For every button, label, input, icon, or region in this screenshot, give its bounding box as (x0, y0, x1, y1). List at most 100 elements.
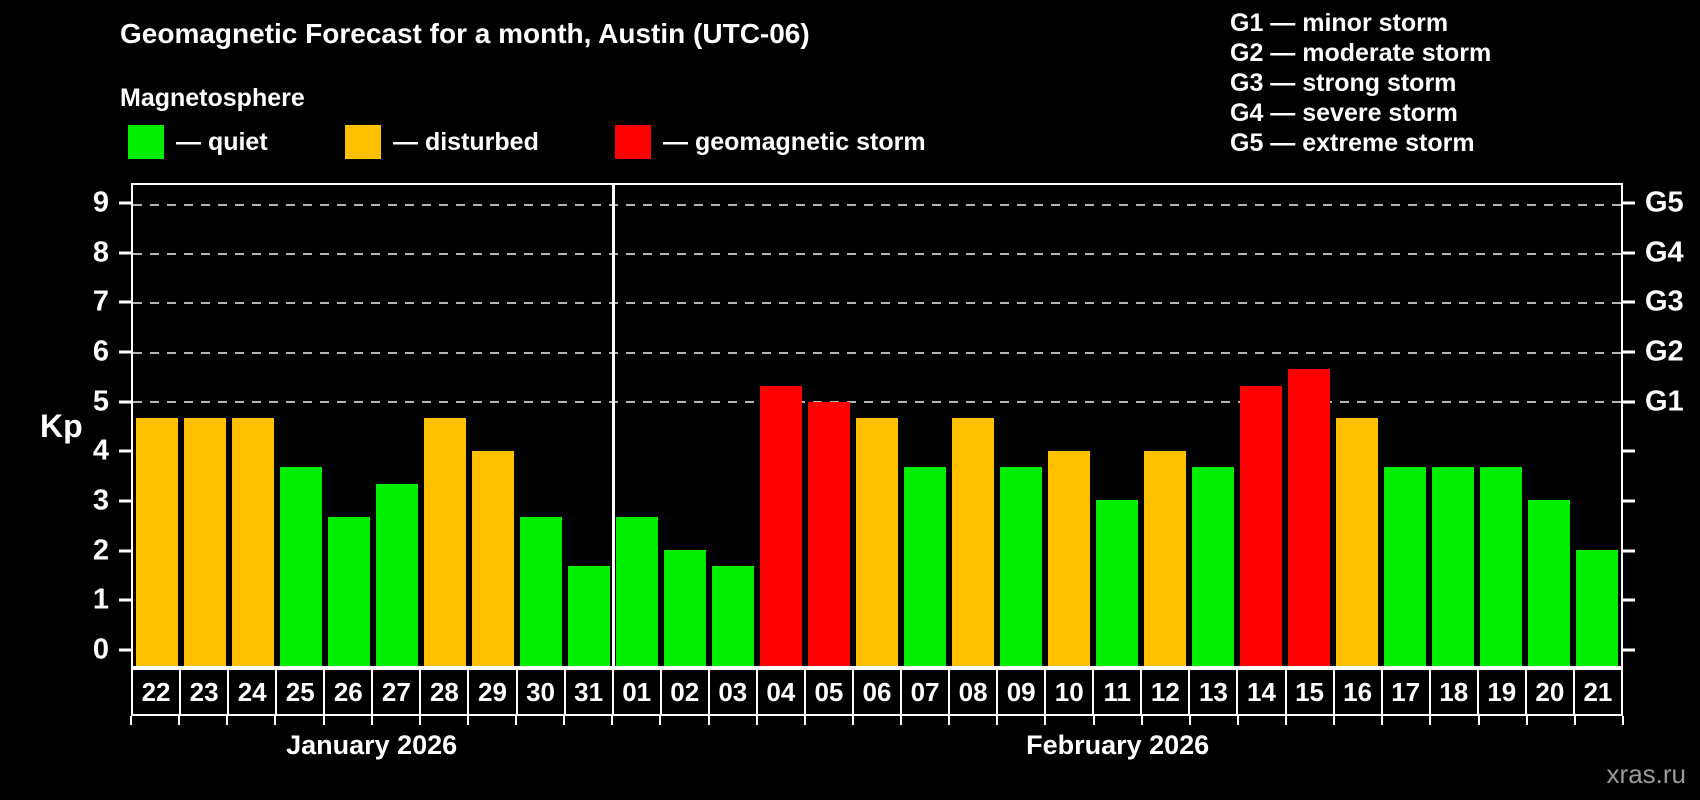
date-boundary-tick (611, 716, 614, 725)
kp-gridline (133, 203, 1621, 206)
date-cell-09: 09 (998, 670, 1047, 714)
legend-swatch-quiet-icon (128, 125, 164, 159)
date-boundary-tick (1381, 716, 1384, 725)
date-boundary-tick (226, 716, 229, 725)
kp-gridline (133, 400, 1621, 403)
date-boundary-tick (659, 716, 662, 725)
kp-bar-day-13 (1192, 467, 1234, 666)
bar-cell (613, 185, 661, 666)
date-cell-02: 02 (662, 670, 710, 714)
kp-bar-day-17 (1384, 467, 1426, 666)
date-boundary-tick (466, 716, 469, 725)
magnetosphere-label: Magnetosphere (120, 84, 305, 112)
bar-cell (1189, 185, 1237, 666)
date-boundary-tick (803, 716, 806, 725)
kp-bar-day-24 (232, 418, 274, 666)
date-cell-07: 07 (902, 670, 951, 714)
date-cell-11: 11 (1094, 670, 1143, 714)
date-cell-03: 03 (710, 670, 758, 714)
date-cell-31: 31 (566, 670, 614, 714)
bar-cell (805, 185, 853, 666)
right-axis-tick (1623, 499, 1635, 503)
date-boundary-tick (851, 716, 854, 725)
date-cell-25: 25 (277, 670, 326, 714)
bar-cell (469, 185, 517, 666)
bars-container (133, 185, 1621, 666)
kp-bar-day-26 (328, 516, 370, 666)
legend-item-disturbed: — disturbed (345, 124, 539, 160)
y-axis-tick (119, 648, 131, 652)
date-boundary-tick (1622, 716, 1624, 725)
date-cell-21: 21 (1583, 676, 1613, 707)
y-axis-label: 7 (92, 285, 109, 318)
right-axis-tick (1623, 400, 1635, 404)
kp-bar-day-31 (568, 565, 610, 666)
date-boundary-tick (1429, 716, 1432, 725)
date-cell-20: 20 (1527, 670, 1575, 714)
month-label: January 2026 (286, 730, 458, 760)
date-boundary-tick (563, 716, 566, 725)
g-scale-label: G3 (1645, 285, 1684, 318)
date-cell-28: 28 (421, 670, 470, 714)
month-separator-line (612, 185, 615, 666)
kp-bar-day-06 (856, 418, 898, 666)
g-scale-label: G4 (1645, 236, 1684, 269)
date-axis: 22 23 24 25 26 27 28 29 30 31 01 02 03 04 05 06 07 08 09 10… (131, 668, 1623, 716)
date-cell-13: 13 (1190, 670, 1239, 714)
g-legend-line-3: G3 — strong storm (1230, 69, 1457, 97)
kp-bar-day-25 (280, 467, 322, 666)
g-legend-line-1: G1 — minor storm (1230, 9, 1449, 37)
y-axis-tick (119, 499, 131, 503)
kp-bar-day-19 (1480, 467, 1522, 666)
y-axis-label: 1 (92, 583, 109, 616)
date-cell-23: 23 (181, 670, 230, 714)
date-cell-29: 29 (469, 670, 518, 714)
chart-title: Geomagnetic Forecast for a month, Austin… (120, 18, 810, 49)
date-cell-06: 06 (854, 670, 902, 714)
kp-bar-day-09 (1000, 467, 1042, 666)
date-boundary-tick (1236, 716, 1239, 725)
bar-cell (1285, 185, 1333, 666)
right-axis-tick (1623, 598, 1635, 602)
bar-cell (1477, 185, 1525, 666)
g-scale-label: G1 (1645, 385, 1684, 418)
date-cell-26: 26 (325, 670, 374, 714)
date-boundary-tick (1525, 716, 1528, 725)
date-boundary-tick (900, 716, 903, 725)
kp-bar-day-03 (712, 565, 754, 666)
date-cell-14: 14 (1238, 670, 1287, 714)
kp-bar-day-16 (1336, 418, 1378, 666)
date-boundary-tick (1573, 716, 1576, 725)
bar-cell (565, 185, 613, 666)
bar-cell (1429, 185, 1477, 666)
date-boundary-tick (322, 716, 325, 725)
plot-area (131, 183, 1623, 668)
legend-swatch-disturbed-icon (345, 125, 381, 159)
date-cell-10: 10 (1046, 670, 1095, 714)
bar-cell (325, 185, 373, 666)
kp-bar-day-15 (1288, 368, 1330, 666)
date-cell-01: 01 (614, 670, 662, 714)
date-boundary-tick (996, 716, 999, 725)
bar-cell (997, 185, 1045, 666)
y-axis-tick (119, 300, 131, 304)
watermark: xras.ru (1606, 759, 1686, 789)
y-axis-right: G1 G2 G3 G4 G5 (1623, 183, 1700, 668)
bar-cell (133, 185, 181, 666)
bar-cell (1093, 185, 1141, 666)
bar-cell (709, 185, 757, 666)
legend-label-storm: — geomagnetic storm (663, 127, 926, 156)
kp-bar-day-23 (184, 418, 226, 666)
kp-bar-day-30 (520, 516, 562, 666)
date-cell-05: 05 (806, 670, 854, 714)
date-cell-08: 08 (950, 670, 999, 714)
date-cell-17: 17 (1383, 670, 1431, 714)
kp-gridline (133, 252, 1621, 255)
y-axis-tick (119, 201, 131, 205)
legend-label-quiet: — quiet (176, 127, 268, 156)
g-scale-label: G2 (1645, 335, 1684, 368)
bar-cell (517, 185, 565, 666)
g-scale-legend: G1 — minor storm G2 — moderate storm G3 — … (1230, 8, 1491, 158)
g-legend-line-2: G2 — moderate storm (1230, 39, 1492, 67)
